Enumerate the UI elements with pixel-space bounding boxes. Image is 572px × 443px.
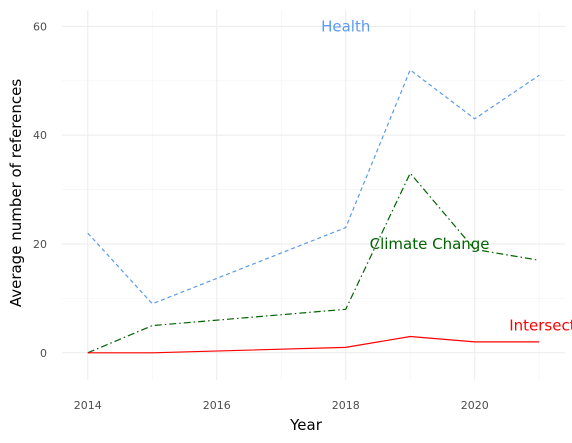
major-grid: [62, 10, 565, 380]
y-tick-label: 0: [40, 347, 47, 360]
x-tick-label: 2016: [203, 399, 231, 412]
x-tick-label: 2018: [332, 399, 360, 412]
series-line-intersect: [87, 335, 540, 354]
x-axis-ticks: 2014 2016 2018 2020: [74, 399, 489, 412]
series-label-health: Health: [321, 17, 370, 35]
series-labels: Health Climate Change Intersect: [321, 17, 572, 334]
x-tick-label: 2014: [74, 399, 102, 412]
x-tick-label: 2020: [461, 399, 489, 412]
series-lines: [87, 68, 540, 354]
y-tick-label: 60: [33, 20, 47, 33]
series-line-climate-change: [87, 172, 540, 354]
series-label-intersect: Intersect: [509, 317, 572, 335]
series-label-climate-change: Climate Change: [370, 235, 490, 253]
y-axis-ticks: 0 20 40 60: [33, 20, 47, 359]
y-tick-label: 40: [33, 129, 47, 142]
y-axis-title: Average number of references: [7, 79, 25, 308]
y-tick-label: 20: [33, 238, 47, 251]
minor-grid: [62, 10, 565, 380]
series-line-health: [87, 68, 540, 305]
x-axis-title: Year: [289, 416, 323, 434]
